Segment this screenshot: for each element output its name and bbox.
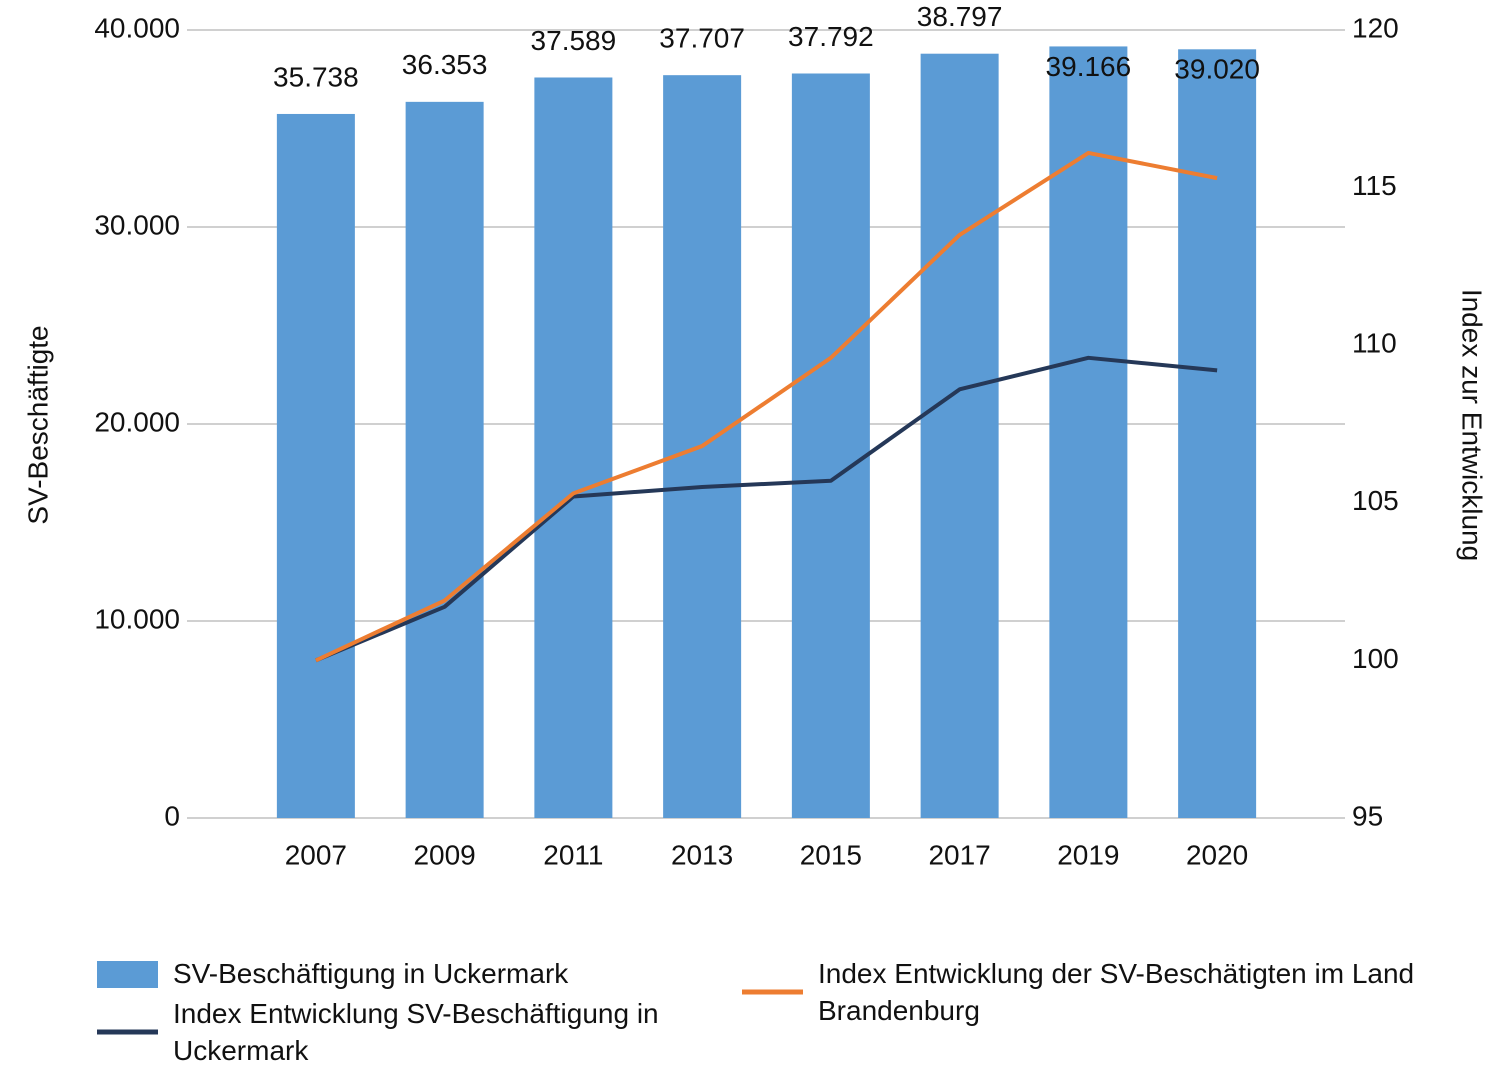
- y-tick-label: 10.000: [94, 603, 180, 634]
- data-label: 36.353: [402, 49, 488, 80]
- x-tick-label: 2020: [1186, 839, 1248, 870]
- x-tick-label: 2009: [413, 839, 475, 870]
- data-label: 35.738: [273, 61, 359, 92]
- y-tick-label: 40.000: [94, 12, 180, 43]
- line: [315, 150, 1218, 663]
- bar: [405, 101, 484, 819]
- y-tick-label: 30.000: [94, 209, 180, 240]
- y2-tick-label: 110: [1352, 328, 1397, 359]
- y2-tick-label: 115: [1352, 170, 1397, 201]
- data-label: 39.166: [1046, 51, 1132, 82]
- x-tick-label: 2017: [928, 839, 990, 870]
- x-tick-label: 2007: [285, 839, 347, 870]
- bar: [276, 113, 355, 818]
- y-tick-label: 0: [164, 800, 180, 831]
- data-label: 38.797: [917, 1, 1003, 32]
- legend-label: Index Entwicklung SV-Beschäftigung in Uc…: [173, 998, 659, 1066]
- y2-axis-title: Index zur Entwicklung: [1457, 289, 1488, 561]
- bar: [920, 53, 999, 819]
- x-tick-label: 2013: [671, 839, 733, 870]
- bar: [534, 77, 613, 818]
- y2-tick-label: 100: [1352, 643, 1399, 674]
- legend-label: Index Entwicklung der SV-Beschätigten im…: [818, 958, 1415, 1026]
- y2-tick-label: 120: [1352, 12, 1399, 43]
- data-label: 39.020: [1174, 54, 1260, 85]
- data-label: 37.792: [788, 21, 874, 52]
- bar: [791, 73, 870, 818]
- bar: [1049, 46, 1128, 818]
- y-axis-title: SV-Beschäftigte: [22, 325, 53, 524]
- y2-tick-label: 95: [1352, 800, 1383, 831]
- x-tick-label: 2011: [543, 839, 603, 870]
- data-label: 37.707: [659, 23, 745, 54]
- y2-tick-label: 105: [1352, 485, 1399, 516]
- y-tick-label: 20.000: [94, 406, 180, 437]
- line: [315, 355, 1218, 663]
- legend-label: SV-Beschäftigung in Uckermark: [173, 958, 569, 989]
- bar: [1178, 49, 1257, 818]
- x-tick-label: 2015: [800, 839, 862, 870]
- data-label: 37.589: [531, 25, 617, 56]
- x-tick-label: 2019: [1057, 839, 1119, 870]
- legend-swatch: [97, 961, 158, 988]
